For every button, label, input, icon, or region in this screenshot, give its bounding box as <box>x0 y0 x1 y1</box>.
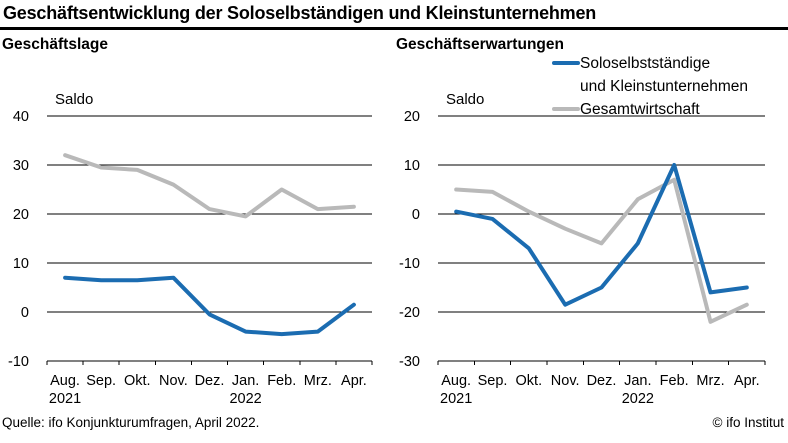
x-tick-label: Apr. <box>734 373 760 389</box>
year-label: 2021 <box>49 391 81 407</box>
x-tick-label: Mrz. <box>304 373 332 389</box>
y-tick-label: 30 <box>13 158 29 174</box>
source-note: Quelle: ifo Konjunkturumfragen, April 20… <box>2 415 260 430</box>
y-tick-label: -30 <box>399 354 420 370</box>
legend-label-solo: Soloselbstständige und Kleinstunternehmen <box>580 55 749 95</box>
y-tick-label: 10 <box>13 256 29 272</box>
x-tick-label: Nov. <box>159 373 188 389</box>
copyright-note: © ifo Institut <box>712 415 784 430</box>
year-label: 2021 <box>440 391 472 407</box>
x-tick-label: Jan. <box>624 373 651 389</box>
solo-line-swatch <box>552 61 580 65</box>
x-tick-label: Feb. <box>660 373 689 389</box>
x-tick-label: Aug. <box>441 373 471 389</box>
y-tick-label: 20 <box>13 207 29 223</box>
y-tick-label: 0 <box>21 305 29 321</box>
legend: Soloselbstständige und Kleinstunternehmen… <box>552 52 748 121</box>
x-tick-label: Dez. <box>195 373 225 389</box>
gesamt-line-swatch <box>552 107 580 111</box>
legend-item-gesamt: Gesamtwirtschaft <box>552 98 748 121</box>
y-tick-label: 0 <box>412 207 420 223</box>
x-tick-label: Aug. <box>50 373 80 389</box>
saldo-label: Saldo <box>55 91 93 108</box>
year-label: 2022 <box>622 391 654 407</box>
x-tick-label: Nov. <box>551 373 580 389</box>
y-tick-label: 20 <box>404 109 420 125</box>
x-tick-label: Apr. <box>341 373 367 389</box>
x-tick-label: Dez. <box>587 373 617 389</box>
y-tick-label: 10 <box>404 158 420 174</box>
series-line-solo <box>454 163 749 307</box>
geschaeftserwartungen-chart: 20 10 0 -10 -20 -30 Aug. Sep. Okt. Nov. Dez. Jan. Fe… <box>399 91 766 407</box>
series-line-gesamt <box>454 177 749 324</box>
saldo-label: Saldo <box>446 91 484 108</box>
x-tick-label: Sep. <box>86 373 116 389</box>
y-tick-label: -10 <box>8 354 29 370</box>
legend-label-gesamt: Gesamtwirtschaft <box>580 101 700 118</box>
x-tick-label: Mrz. <box>696 373 724 389</box>
series-line-solo <box>63 275 356 337</box>
year-label: 2022 <box>229 391 261 407</box>
y-tick-label: 40 <box>13 109 29 125</box>
x-tick-label: Feb. <box>267 373 296 389</box>
y-tick-label: -20 <box>399 305 420 321</box>
left-chart-title: Geschäftslage <box>2 36 108 53</box>
title-divider <box>0 27 788 30</box>
x-tick-label: Okt. <box>516 373 543 389</box>
legend-item-solo: Soloselbstständige und Kleinstunternehmen <box>552 52 748 98</box>
geschaeftslage-chart: 40 30 20 10 0 -10 Aug. Sep. Okt. Nov. Dez. Jan. Feb.… <box>8 91 373 407</box>
x-tick-label: Okt. <box>124 373 151 389</box>
series-line-gesamt <box>63 153 356 219</box>
right-chart-title: Geschäftserwartungen <box>396 36 564 53</box>
x-tick-label: Sep. <box>478 373 508 389</box>
page-title: Geschäftsentwicklung der Soloselbständig… <box>3 3 597 23</box>
x-tick-label: Jan. <box>232 373 259 389</box>
y-tick-label: -10 <box>399 256 420 272</box>
